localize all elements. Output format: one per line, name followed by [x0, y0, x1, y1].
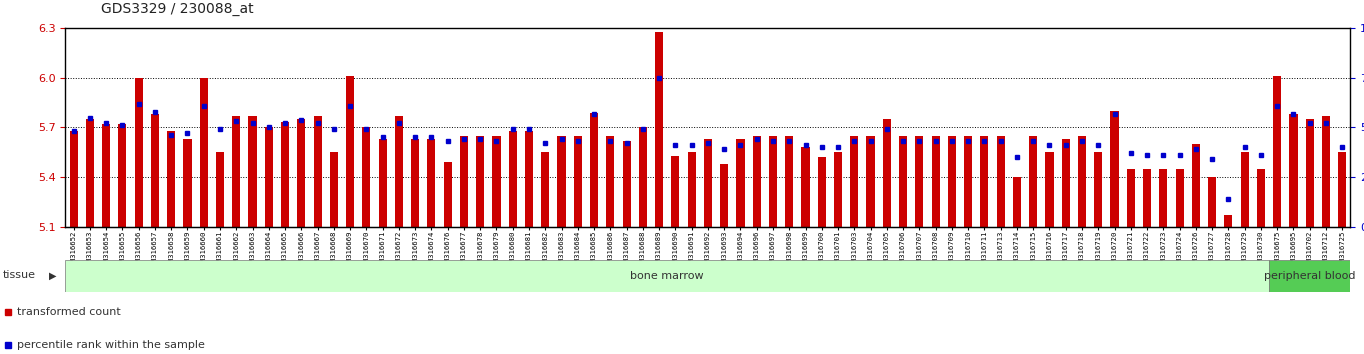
Text: bone marrow: bone marrow — [630, 271, 704, 281]
Bar — [753, 136, 761, 227]
Bar — [1273, 76, 1281, 227]
Text: percentile rank within the sample: percentile rank within the sample — [16, 340, 205, 350]
Bar — [168, 131, 175, 227]
Bar — [199, 78, 207, 227]
Bar — [427, 139, 435, 227]
Bar — [606, 136, 614, 227]
Bar — [932, 136, 940, 227]
Text: tissue: tissue — [3, 270, 35, 280]
Bar — [1338, 152, 1346, 227]
Text: peripheral blood: peripheral blood — [1264, 271, 1356, 281]
Bar — [525, 131, 533, 227]
Bar — [314, 116, 322, 227]
Bar — [1322, 116, 1330, 227]
Bar — [1256, 169, 1264, 227]
Bar — [704, 139, 712, 227]
Bar — [151, 114, 160, 227]
Bar — [1110, 111, 1118, 227]
Bar — [379, 139, 387, 227]
Bar — [443, 162, 451, 227]
Bar — [1127, 169, 1135, 227]
Bar — [786, 136, 794, 227]
Bar — [655, 32, 663, 227]
Bar — [1159, 169, 1168, 227]
Bar — [1209, 177, 1217, 227]
Bar — [866, 136, 874, 227]
Bar — [883, 119, 891, 227]
Bar — [671, 155, 679, 227]
Bar — [899, 136, 907, 227]
Bar — [509, 131, 517, 227]
Bar — [542, 152, 550, 227]
Bar — [687, 152, 696, 227]
Bar — [216, 152, 224, 227]
Bar — [102, 124, 110, 227]
Bar — [1030, 136, 1037, 227]
Bar — [558, 136, 566, 227]
Bar — [460, 136, 468, 227]
Bar — [265, 127, 273, 227]
Bar — [1176, 169, 1184, 227]
Bar — [1061, 139, 1069, 227]
Text: transformed count: transformed count — [16, 307, 121, 317]
Bar — [119, 124, 127, 227]
Bar — [1078, 136, 1086, 227]
Bar — [769, 136, 777, 227]
Bar — [363, 127, 371, 227]
Bar — [232, 116, 240, 227]
Bar — [1289, 114, 1297, 227]
Bar — [638, 127, 647, 227]
Bar — [70, 131, 78, 227]
Bar — [622, 141, 630, 227]
Text: ▶: ▶ — [49, 270, 56, 280]
Bar — [476, 136, 484, 227]
Bar — [817, 157, 825, 227]
Bar — [86, 119, 94, 227]
Bar — [1241, 152, 1248, 227]
Bar — [1269, 260, 1350, 292]
Bar — [981, 136, 989, 227]
Bar — [183, 139, 191, 227]
Bar — [802, 147, 810, 227]
Bar — [915, 136, 923, 227]
Bar — [1143, 169, 1151, 227]
Bar — [1013, 177, 1022, 227]
Bar — [346, 76, 355, 227]
Bar — [135, 78, 143, 227]
Bar — [574, 136, 582, 227]
Bar — [394, 116, 402, 227]
Bar — [1045, 152, 1053, 227]
Bar — [1192, 144, 1200, 227]
Bar — [737, 139, 745, 227]
Bar — [1225, 215, 1233, 227]
Bar — [964, 136, 973, 227]
Bar — [248, 116, 256, 227]
Bar — [997, 136, 1005, 227]
Bar — [1305, 119, 1314, 227]
Bar — [833, 152, 842, 227]
Bar — [297, 119, 306, 227]
Bar — [720, 164, 728, 227]
Bar — [948, 136, 956, 227]
Text: GDS3329 / 230088_at: GDS3329 / 230088_at — [101, 2, 254, 16]
Bar — [591, 113, 599, 227]
Bar — [281, 122, 289, 227]
Bar — [850, 136, 858, 227]
Bar — [492, 136, 501, 227]
Bar — [330, 152, 338, 227]
Bar — [411, 139, 419, 227]
Bar — [1094, 152, 1102, 227]
